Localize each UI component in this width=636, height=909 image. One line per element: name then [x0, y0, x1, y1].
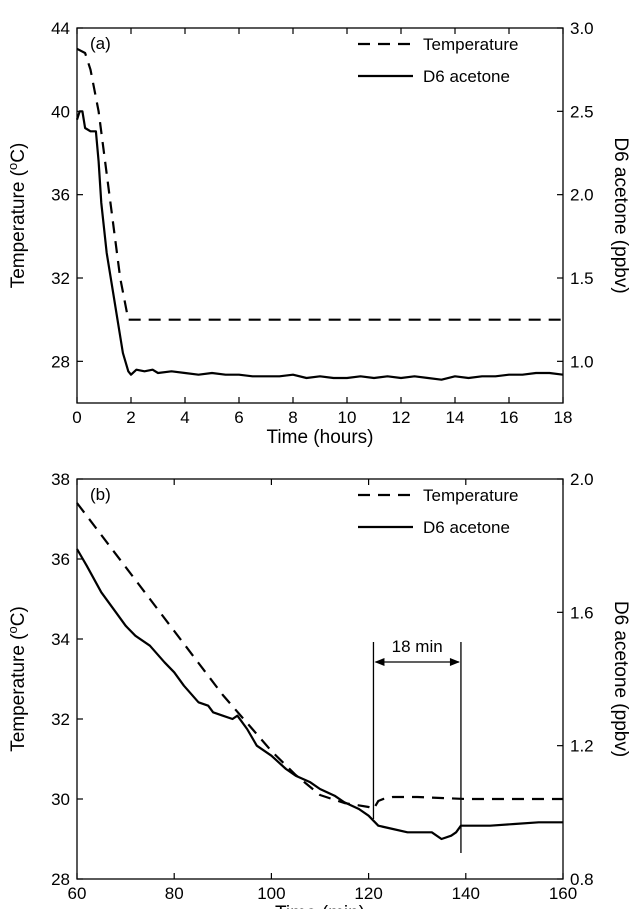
y-tick-label-right: 1.2 — [570, 737, 594, 756]
series-line-temperature — [76, 502, 563, 811]
plot-frame — [76, 27, 564, 404]
legend-label: Temperature — [423, 486, 518, 505]
y-tick-label-right: 1.0 — [570, 352, 594, 371]
y-tick-label: 32 — [51, 710, 70, 729]
chart-panel-1: 0 2 4 6 8 10 12 14 16 18 28 32 36 40 44 1.0 1.5 2.0 2.5 3.0… — [5, 19, 631, 448]
panel-label: (b) — [90, 485, 111, 504]
x-tick-label: 60 — [68, 884, 87, 903]
y-axis-title-right: D6 acetone (ppbv) — [610, 601, 631, 757]
x-tick-label: 4 — [180, 408, 189, 427]
x-tick-label: 120 — [354, 884, 382, 903]
y-tick-label: 38 — [51, 470, 70, 489]
panel-label: (a) — [90, 34, 111, 53]
x-tick-label: 6 — [234, 408, 243, 427]
x-tick-label: 10 — [338, 408, 357, 427]
y-axis-title: Temperature (oC) — [5, 606, 29, 752]
x-tick-label: 12 — [392, 408, 411, 427]
legend-label: D6 acetone — [423, 67, 510, 86]
chart-panel-2: 60 80 100 120 140 160 28 30 32 34 36 38 0.8 1.2 1.6 2.0… — [5, 470, 631, 909]
annotation-arrowhead-right — [449, 658, 460, 666]
series-line-d6-acetone — [75, 110, 564, 381]
y-tick-label-right: 0.8 — [570, 870, 594, 889]
annotation-arrowhead-left — [374, 658, 385, 666]
y-tick-label: 40 — [51, 102, 70, 121]
legend-label: D6 acetone — [423, 518, 510, 537]
y-tick-label: 30 — [51, 790, 70, 809]
x-tick-label: 16 — [500, 408, 519, 427]
y-tick-label: 36 — [51, 186, 70, 205]
y-tick-label-right: 1.6 — [570, 603, 594, 622]
x-tick-label: 80 — [165, 884, 184, 903]
series-line-d6-acetone — [76, 548, 563, 841]
y-tick-label: 44 — [51, 19, 70, 38]
annotation-label: 18 min — [392, 637, 443, 656]
y-tick-label-right: 2.5 — [570, 102, 594, 121]
x-tick-label: 160 — [549, 884, 577, 903]
x-tick-label: 100 — [257, 884, 285, 903]
x-tick-label: 140 — [452, 884, 480, 903]
x-tick-label: 0 — [72, 408, 81, 427]
y-tick-label: 36 — [51, 550, 70, 569]
y-axis-title: Temperature (oC) — [5, 143, 29, 289]
x-axis-title: Time (hours) — [267, 427, 374, 448]
y-tick-label: 28 — [51, 870, 70, 889]
y-tick-label-right: 1.5 — [570, 269, 594, 288]
y-tick-label: 28 — [51, 352, 70, 371]
series-line-temperature — [76, 47, 563, 321]
y-tick-label: 32 — [51, 269, 70, 288]
y-tick-label-right: 2.0 — [570, 470, 594, 489]
x-tick-label: 2 — [126, 408, 135, 427]
plot-frame — [76, 478, 564, 880]
x-axis-title: Time (min) — [275, 903, 365, 909]
y-tick-label-right: 3.0 — [570, 19, 594, 38]
x-tick-label: 8 — [288, 408, 297, 427]
y-tick-label-right: 2.0 — [570, 186, 594, 205]
x-tick-label: 18 — [554, 408, 573, 427]
y-tick-label: 34 — [51, 630, 70, 649]
legend-label: Temperature — [423, 35, 518, 54]
x-tick-label: 14 — [446, 408, 465, 427]
y-axis-title-right: D6 acetone (ppbv) — [610, 137, 631, 293]
